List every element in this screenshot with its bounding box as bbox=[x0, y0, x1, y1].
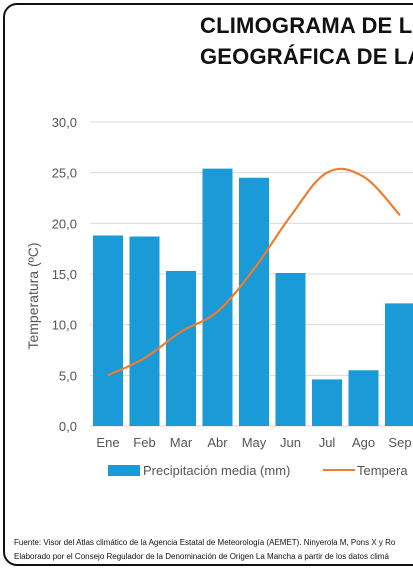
precipitation-bar bbox=[166, 270, 196, 426]
x-tick-label: Sep bbox=[388, 435, 411, 450]
chart-title-line-1: CLIMOGRAMA DE L bbox=[200, 13, 413, 38]
chart-title-line-2: GEOGRÁFICA DE LA bbox=[200, 44, 413, 69]
legend: Precipitación media (mm) Tempera bbox=[108, 463, 408, 478]
x-tick-label: Mar bbox=[170, 435, 193, 450]
source-note-line-1: Fuente: Visor del Atlas climático de la … bbox=[14, 538, 396, 547]
x-tick-label: Feb bbox=[133, 435, 155, 450]
x-tick-label: Ene bbox=[96, 435, 119, 450]
y-tick-label: 20,0 bbox=[52, 216, 77, 231]
precipitation-bar bbox=[239, 177, 269, 426]
precipitation-bar bbox=[202, 168, 233, 426]
y-tick-label: 0,0 bbox=[59, 419, 77, 434]
x-tick-label: Abr bbox=[207, 435, 228, 450]
x-tick-label: May bbox=[242, 435, 267, 450]
precipitation-bar bbox=[275, 272, 306, 426]
precipitation-bar bbox=[129, 236, 160, 426]
legend-label-temperature: Tempera bbox=[357, 463, 408, 478]
y-tick-label: 10,0 bbox=[52, 318, 77, 333]
y-tick-label: 25,0 bbox=[52, 166, 77, 181]
y-axis-ticks: 0,0 5,0 10,0 15,0 20,0 25,0 30,0 bbox=[52, 115, 77, 434]
precipitation-bar bbox=[312, 379, 342, 426]
precipitation-bars bbox=[93, 168, 413, 426]
y-tick-label: 5,0 bbox=[59, 368, 77, 383]
x-tick-label: Ago bbox=[352, 435, 375, 450]
y-tick-label: 30,0 bbox=[52, 115, 77, 130]
y-axis-label: Temperatura (ºC) bbox=[25, 242, 41, 349]
x-tick-label: Jun bbox=[280, 435, 301, 450]
precipitation-bar bbox=[348, 370, 379, 426]
temperature-line bbox=[107, 167, 401, 377]
legend-label-precipitation: Precipitación media (mm) bbox=[143, 463, 290, 478]
source-note-line-2: Elaborado por el Consejo Regulador de la… bbox=[14, 552, 389, 561]
y-tick-label: 15,0 bbox=[52, 267, 77, 282]
temperature-line-path bbox=[107, 167, 401, 377]
precipitation-bar bbox=[385, 303, 413, 426]
precipitation-bar bbox=[93, 235, 123, 426]
x-axis-ticks: Ene Feb Mar Abr May Jun Jul Ago Sep bbox=[96, 435, 411, 450]
x-tick-label: Jul bbox=[319, 435, 336, 450]
legend-swatch-precipitation bbox=[108, 465, 140, 476]
